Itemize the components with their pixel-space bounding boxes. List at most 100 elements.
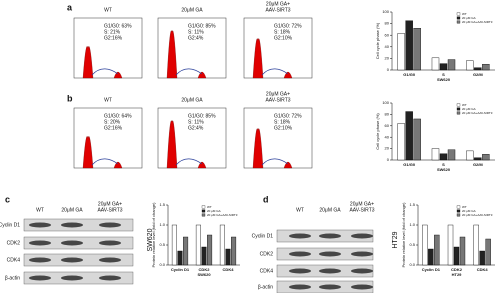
blot-column-label: 20μM GA+ [98, 201, 122, 207]
bar [482, 154, 490, 161]
band [351, 268, 373, 274]
legend-swatch [456, 20, 461, 24]
y-tick-label: 20 [385, 146, 390, 151]
band [29, 222, 51, 228]
g1-peak [166, 30, 178, 79]
band [99, 275, 121, 281]
s-phase [175, 158, 203, 166]
bar [231, 236, 237, 266]
y-tick-label: 80 [385, 21, 390, 26]
x-tick-label: Cyclin D1 [422, 267, 441, 272]
blot-column-label: WT [296, 207, 304, 213]
bar [413, 28, 421, 71]
bar [183, 236, 189, 266]
legend-label: 20 μM GA [462, 16, 476, 20]
sample-title: AAV-SIRT3 [265, 97, 290, 103]
phase-stat: G1/G0: 85% [188, 23, 216, 29]
blot-row-label: CDK4 [260, 268, 274, 274]
g2-peak [197, 161, 207, 169]
y-tick-label: 0 [387, 157, 390, 162]
legend-label: 20 μM GA+AAV-SIRT3 [462, 213, 493, 217]
band [29, 275, 51, 281]
x-axis-label: SW620 [437, 167, 451, 172]
y-tick-label: 40 [385, 134, 390, 139]
legend-swatch [456, 205, 461, 209]
band [319, 284, 341, 290]
bar [447, 59, 456, 71]
band [61, 257, 83, 263]
band [61, 240, 83, 246]
histogram-frame [157, 17, 227, 79]
legend-swatch [456, 103, 461, 107]
phase-stat: G1/G0: 63% [104, 23, 132, 29]
x-tick-label: CDK4 [477, 267, 489, 272]
bar [482, 63, 490, 71]
legend-label: WT [462, 205, 467, 209]
s-phase [175, 68, 203, 76]
band [351, 233, 373, 239]
blot-row-label: β-actin [5, 275, 20, 281]
phase-stat: S: 18% [274, 29, 291, 35]
histogram-frame [73, 17, 143, 79]
bar [474, 67, 482, 71]
bar [405, 111, 413, 161]
y-tick-label: 100 [382, 100, 389, 105]
y-tick-label: 1.5 [409, 202, 415, 207]
sample-title: 20μM GA [181, 7, 203, 13]
blot-column-label: 20μM GA [61, 207, 83, 213]
sample-title: 20μM GA+ [266, 91, 290, 97]
phase-stat: S: 20% [104, 119, 121, 125]
sample-title: 20μM GA [181, 97, 203, 103]
bar [439, 153, 448, 161]
phase-stat: G2:10% [274, 35, 293, 41]
bar [413, 118, 421, 161]
legend-swatch [456, 12, 461, 16]
legend-swatch [456, 107, 461, 111]
band [289, 268, 311, 274]
bar [397, 33, 405, 71]
x-axis-label: HT29 [452, 272, 463, 277]
y-tick-label: 0.0 [409, 262, 415, 267]
x-tick-label: CDK2 [199, 267, 211, 272]
legend-swatch [201, 213, 206, 217]
blot-row-label: Cyclin D1 [252, 233, 274, 239]
x-tick-label: G1/G0 [403, 72, 416, 77]
blot-row-label: β-actin [258, 284, 273, 290]
band [351, 284, 373, 290]
legend-label: 20 μM GA [462, 209, 476, 213]
y-tick-label: 80 [385, 111, 390, 116]
cell-line-label: HT29 [392, 231, 399, 248]
phase-stat: G2:16% [104, 35, 123, 41]
phase-stat: S: 11% [188, 29, 204, 35]
blot-row-label: Cyclin D1 [0, 222, 20, 228]
legend-label: 20 μM GA [207, 209, 221, 213]
bar [219, 224, 225, 266]
g1-peak [82, 136, 94, 169]
blot-row-label: CDK4 [7, 257, 21, 263]
g2-peak [283, 71, 293, 79]
bar [447, 224, 454, 266]
phase-stat: S: 11% [188, 119, 204, 125]
band [99, 222, 121, 228]
phase-stat: G1/G0: 85% [188, 113, 216, 119]
legend-label: WT [207, 205, 212, 209]
s-phase [91, 68, 119, 76]
x-tick-label: G1/G0 [403, 162, 416, 167]
blot-column-label: 20μM GA [319, 207, 341, 213]
panel-label: b [67, 93, 73, 103]
y-tick-label: 40 [385, 44, 390, 49]
band [319, 268, 341, 274]
histogram-frame [73, 107, 143, 169]
bar [405, 20, 413, 71]
y-tick-label: 60 [385, 123, 390, 128]
x-tick-label: G2/M [473, 72, 483, 77]
y-axis-label: Cell cycle phase (%) [375, 113, 380, 150]
phase-stat: G2:10% [274, 125, 293, 131]
x-axis-label: SW620 [437, 77, 451, 82]
cell-line-label: SW620 [147, 228, 154, 251]
g2-peak [113, 161, 123, 169]
band [99, 257, 121, 263]
legend-label: 20 μM GA+AAV-SIRT3 [462, 20, 493, 24]
y-tick-label: 1.0 [159, 222, 165, 227]
phase-stat: S: 21% [104, 29, 121, 35]
